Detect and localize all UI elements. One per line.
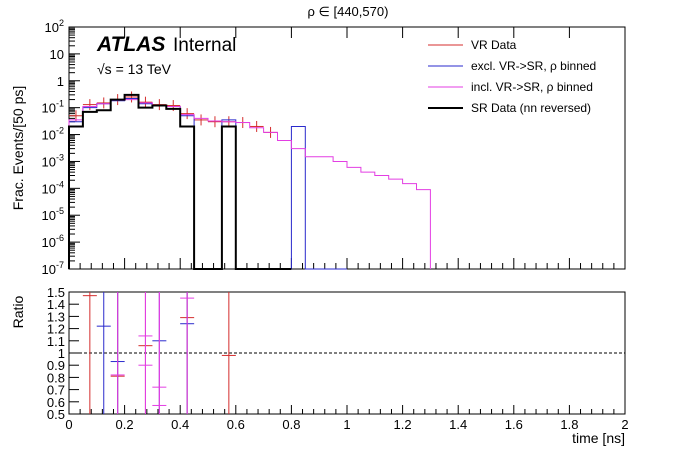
y-tick-label: 10-4 <box>42 179 64 196</box>
y-tick-label: 10-6 <box>42 233 64 250</box>
x-tick-label: 0.6 <box>227 417 245 432</box>
x-tick-label: 0.2 <box>116 417 134 432</box>
x-tick-label: 1.8 <box>560 417 578 432</box>
ratio-y-tick-label: 1.4 <box>47 297 65 312</box>
top-plot-area <box>68 26 626 270</box>
ratio-y-tick-label: 0.5 <box>47 407 65 422</box>
y-tick-label: 1 <box>57 74 64 89</box>
histogram-000000 <box>68 93 292 270</box>
x-axis-title: time [ns] <box>572 430 625 446</box>
legend-label-sr-data: SR Data (nn reversed) <box>471 101 591 115</box>
ratio-y-tick-label: 1 <box>58 346 65 361</box>
y-tick-label: 10 <box>50 47 64 62</box>
x-tick-label: 1 <box>343 417 350 432</box>
ratio-y-tick-label: 0.9 <box>47 358 65 373</box>
energy-label: √s = 13 TeV <box>97 61 172 77</box>
ratio-y-tick-label: 1.2 <box>47 322 65 337</box>
y-tick-label: 102 <box>45 18 64 35</box>
x-tick-label: 0.8 <box>282 417 300 432</box>
histogram-2a2acc <box>68 97 347 270</box>
legend-label-excl: excl. VR->SR, ρ binned <box>471 59 596 73</box>
legend-label-incl: incl. VR->SR, ρ binned <box>471 80 593 94</box>
ratio-y-tick-label: 1.3 <box>47 309 65 324</box>
x-tick-label: 0.4 <box>171 417 189 432</box>
x-tick-label: 1.6 <box>505 417 523 432</box>
ratio-y-tick-label: 1.1 <box>47 334 65 349</box>
y-tick-label: 10-7 <box>42 260 64 277</box>
histogram-e33ee3 <box>68 99 431 269</box>
internal-label: Internal <box>173 35 236 56</box>
x-tick-label: 1.2 <box>394 417 412 432</box>
ratio-plot-area <box>68 291 626 415</box>
chart-title: ρ ∈ [440,570) <box>308 4 389 19</box>
atlas-label: ATLAS <box>96 33 165 56</box>
legend-label-vr-data: VR Data <box>471 38 517 52</box>
x-tick-label: 2 <box>621 417 628 432</box>
x-tick-label: 0 <box>65 417 72 432</box>
y-tick-label: 10-3 <box>42 152 64 169</box>
ratio-y-tick-label: 0.7 <box>47 383 65 398</box>
y-tick-label: 10-2 <box>42 126 64 143</box>
y-tick-label: 10-1 <box>42 99 64 116</box>
legend: VR Data excl. VR->SR, ρ binned incl. VR-… <box>428 38 596 115</box>
top-y-axis-title: Frac. Events/[50 ps] <box>10 86 26 211</box>
ratio-y-tick-label: 0.8 <box>47 370 65 385</box>
ratio-y-tick-label: 0.6 <box>47 395 65 410</box>
ratio-y-axis-title: Ratio <box>10 295 26 328</box>
ratio-y-tick-label: 1.5 <box>47 285 65 300</box>
y-tick-label: 10-5 <box>42 206 64 223</box>
x-tick-label: 1.4 <box>449 417 467 432</box>
